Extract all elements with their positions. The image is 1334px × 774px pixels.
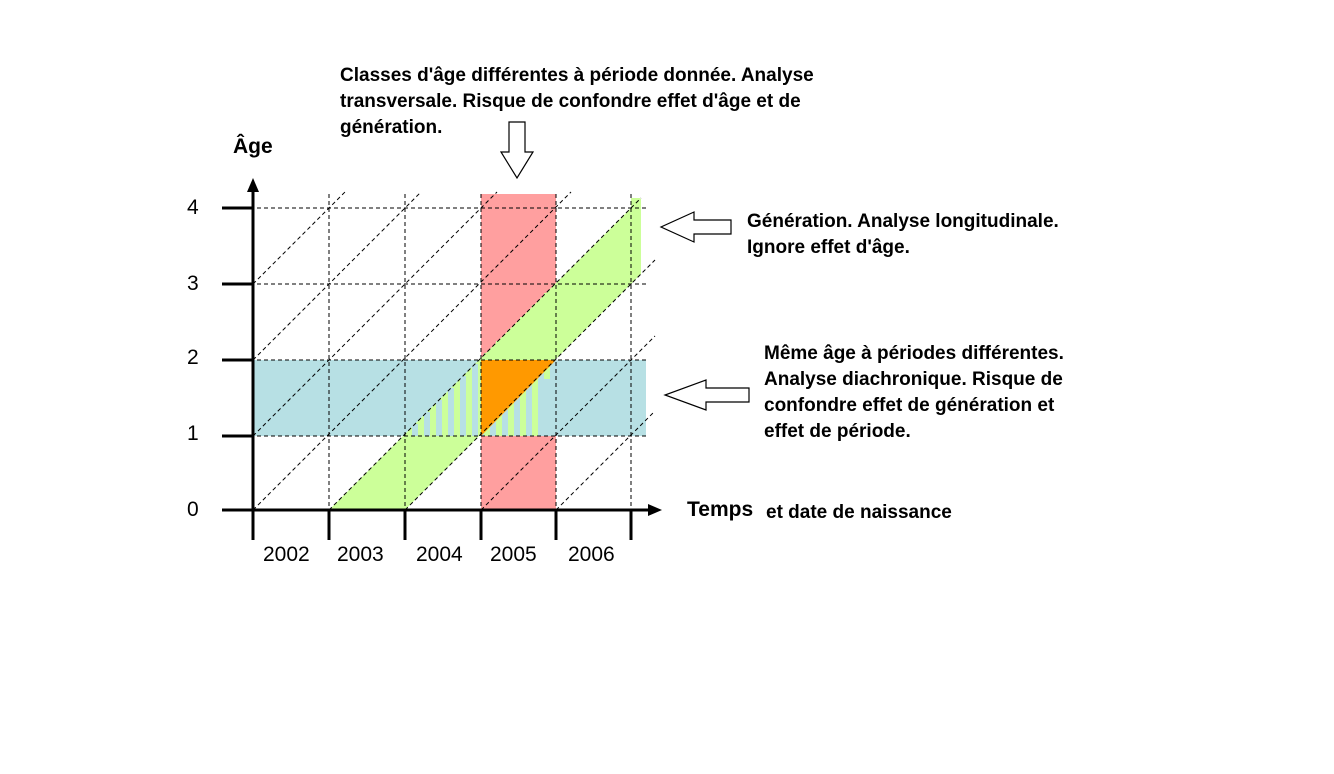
axes <box>222 190 650 540</box>
period-annotation-line: génération. <box>340 117 443 138</box>
y-tick-1: 1 <box>187 422 199 445</box>
age-annotation-line: confondre effet de génération et <box>764 395 1055 416</box>
age-annotation-line: Même âge à périodes différentes. <box>764 343 1064 364</box>
gridlines <box>222 191 656 511</box>
age-arrow-icon <box>663 379 750 411</box>
age-annotation-line: Analyse diachronique. Risque de <box>764 369 1063 390</box>
x-tick-2003: 2003 <box>337 543 384 566</box>
x-tick-2006: 2006 <box>568 543 615 566</box>
period-annotation-line: Classes d'âge différentes à période donn… <box>340 65 814 86</box>
x-tick-2002: 2002 <box>263 543 310 566</box>
cohort-annotation-line: Génération. Analyse longitudinale. <box>747 211 1059 232</box>
y-tick-3: 3 <box>187 272 199 295</box>
y-axis-label: Âge <box>233 134 273 158</box>
y-tick-2: 2 <box>187 346 199 369</box>
overlap-triangle <box>481 360 556 436</box>
x-axis-label-suffix: et date de naissance <box>766 502 952 523</box>
x-axis-label: Temps <box>687 498 753 521</box>
period-annotation: Classes d'âge différentes à période donn… <box>340 63 814 141</box>
age-annotation-line: effet de période. <box>764 421 911 442</box>
cohort-age-stripes-upper <box>631 198 640 274</box>
period-arrow-icon <box>499 121 535 180</box>
y-axis-arrow <box>247 178 259 192</box>
cohort-annotation-line: Ignore effet d'âge. <box>747 237 910 258</box>
x-axis-arrow <box>648 504 662 516</box>
x-tick-2005: 2005 <box>490 543 537 566</box>
age-annotation: Même âge à périodes différentes. Analyse… <box>764 341 1064 445</box>
period-annotation-line: transversale. Risque de confondre effet … <box>340 91 801 112</box>
y-tick-0: 0 <box>187 498 199 521</box>
cohort-arrow-icon <box>659 211 732 243</box>
cohort-age-stripes <box>412 364 478 436</box>
cohort-annotation: Génération. Analyse longitudinale. Ignor… <box>747 209 1059 261</box>
y-tick-4: 4 <box>187 196 199 219</box>
x-tick-2004: 2004 <box>416 543 463 566</box>
